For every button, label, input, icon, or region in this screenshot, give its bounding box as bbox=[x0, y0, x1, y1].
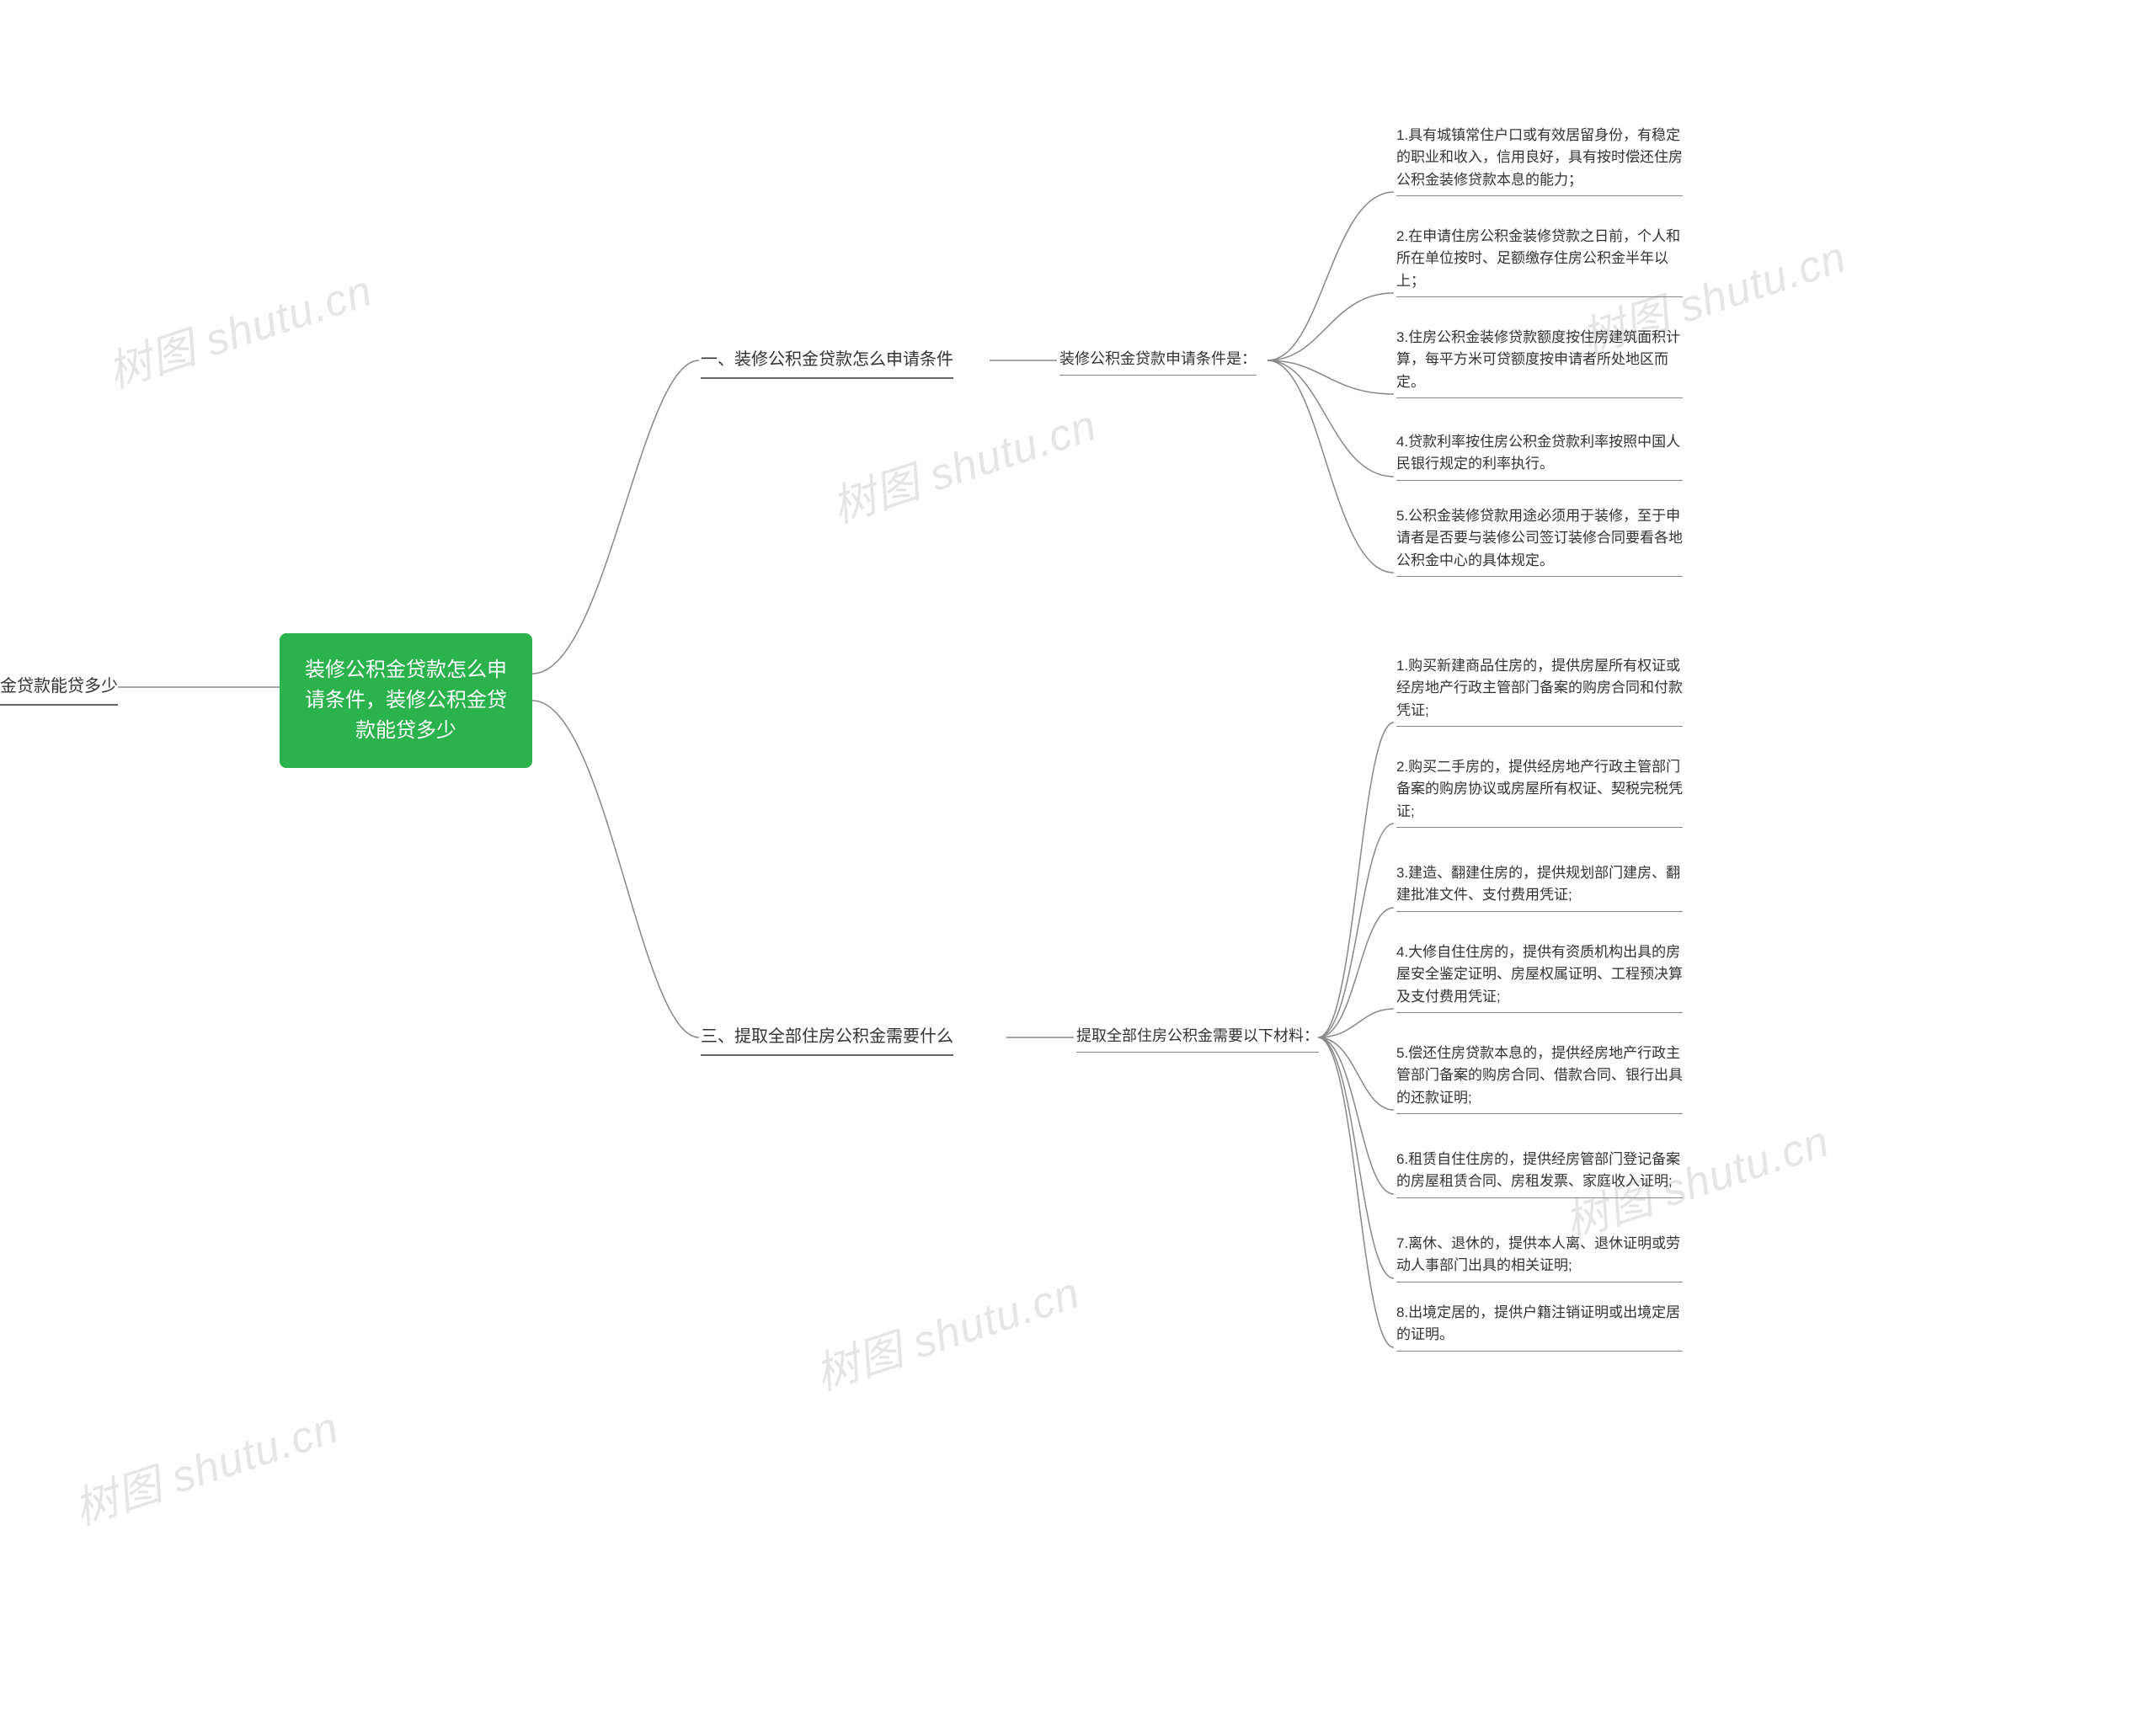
watermark: 树图 shutu.cn bbox=[65, 1392, 345, 1537]
watermark: 树图 shutu.cn bbox=[99, 255, 379, 400]
leaf-3-8: 8.出境定居的，提供户籍注销证明或出境定居的证明。 bbox=[1396, 1302, 1683, 1352]
root-label: 装修公积金贷款怎么申请条件，装修公积金贷款能贷多少 bbox=[305, 659, 507, 742]
leaf-3-4: 4.大修自住住房的，提供有资质机构出具的房屋安全鉴定证明、房屋权属证明、工程预决… bbox=[1396, 941, 1683, 1013]
leaf-1-2: 2.在申请住房公积金装修贷款之日前，个人和所在单位按时、足额缴存住房公积金半年以… bbox=[1396, 226, 1683, 297]
watermark: 树图 shutu.cn bbox=[823, 390, 1103, 535]
sub-3-label: 提取全部住房公积金需要以下材料： bbox=[1076, 1027, 1319, 1044]
sub-3: 提取全部住房公积金需要以下材料： bbox=[1076, 1025, 1319, 1053]
branch-3-label: 三、提取全部住房公积金需要什么 bbox=[701, 1027, 953, 1046]
leaf-3-6: 6.租赁自住住房的，提供经房管部门登记备案的房屋租赁合同、房租发票、家庭收入证明… bbox=[1396, 1149, 1683, 1198]
sub-1: 装修公积金贷款申请条件是： bbox=[1059, 348, 1257, 376]
leaf-3-2: 2.购买二手房的，提供经房地产行政主管部门备案的购房协议或房屋所有权证、契税完税… bbox=[1396, 756, 1683, 828]
branch-2: 二、装修公积金贷款能贷多少 bbox=[0, 674, 118, 706]
leaf-1-3: 3.住房公积金装修贷款额度按住房建筑面积计算，每平方米可贷额度按申请者所处地区而… bbox=[1396, 327, 1683, 398]
leaf-1-4: 4.贷款利率按住房公积金贷款利率按照中国人民银行规定的利率执行。 bbox=[1396, 431, 1683, 481]
sub-1-label: 装修公积金贷款申请条件是： bbox=[1059, 350, 1257, 367]
leaf-3-7: 7.离休、退休的，提供本人离、退休证明或劳动人事部门出具的相关证明; bbox=[1396, 1233, 1683, 1282]
branch-2-label: 二、装修公积金贷款能贷多少 bbox=[0, 677, 118, 696]
branch-1-label: 一、装修公积金贷款怎么申请条件 bbox=[701, 350, 953, 369]
watermark: 树图 shutu.cn bbox=[806, 1257, 1086, 1402]
leaf-3-3: 3.建造、翻建住房的，提供规划部门建房、翻建批准文件、支付费用凭证; bbox=[1396, 862, 1683, 912]
branch-1: 一、装修公积金贷款怎么申请条件 bbox=[701, 347, 953, 379]
leaf-3-5: 5.偿还住房贷款本息的，提供经房地产行政主管部门备案的购房合同、借款合同、银行出… bbox=[1396, 1042, 1683, 1114]
root-node: 装修公积金贷款怎么申请条件，装修公积金贷款能贷多少 bbox=[280, 633, 532, 768]
branch-3: 三、提取全部住房公积金需要什么 bbox=[701, 1024, 953, 1056]
leaf-1-5: 5.公积金装修贷款用途必须用于装修，至于申请者是否要与装修公司签订装修合同要看各… bbox=[1396, 505, 1683, 577]
connector-lines bbox=[0, 0, 2156, 1717]
leaf-1-1: 1.具有城镇常住户口或有效居留身份，有稳定的职业和收入，信用良好，具有按时偿还住… bbox=[1396, 125, 1683, 196]
leaf-3-1: 1.购买新建商品住房的，提供房屋所有权证或经房地产行政主管部门备案的购房合同和付… bbox=[1396, 655, 1683, 727]
